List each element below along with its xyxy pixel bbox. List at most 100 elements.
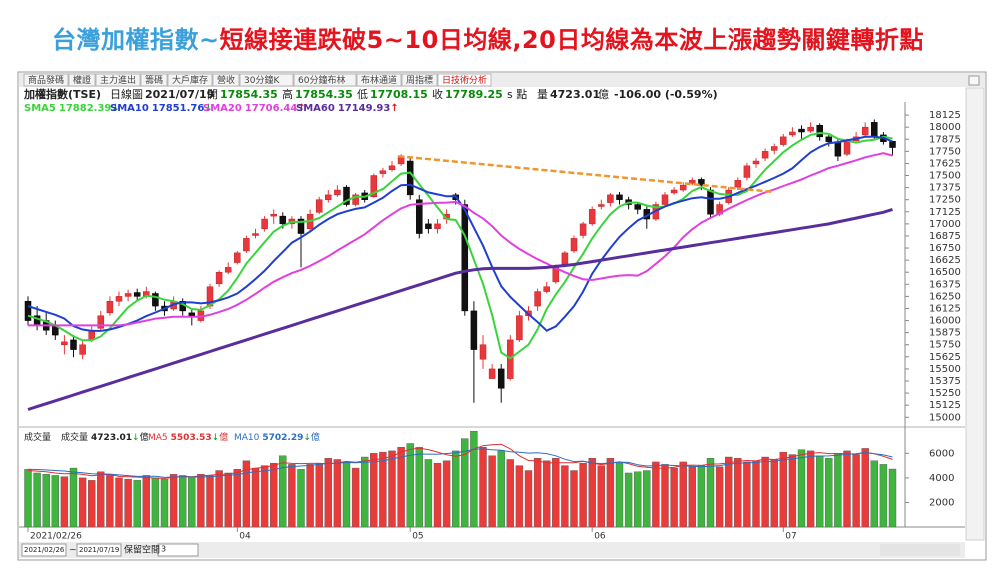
candle-body (188, 312, 196, 316)
volume-bar (51, 475, 59, 528)
y-tick-label: 17250 (929, 195, 961, 206)
date-input[interactable] (76, 543, 122, 557)
info-text: 17708.15 (370, 88, 428, 101)
tab[interactable] (401, 73, 438, 87)
volume-bar (825, 458, 833, 528)
tab[interactable] (212, 73, 240, 87)
volume-bar (288, 464, 296, 528)
volume-bar (597, 465, 605, 528)
info-text: 加權指數(TSE) (23, 87, 101, 101)
volume-bar (115, 477, 123, 528)
tab[interactable] (437, 73, 492, 87)
volume-bar (834, 453, 842, 528)
candle-body (816, 124, 823, 138)
volume-bar (333, 459, 342, 528)
y-tick-label: 17875 (929, 134, 961, 145)
y-tick-label: 15500 (929, 364, 961, 375)
volume-bar (406, 443, 414, 528)
candle-body (425, 223, 432, 229)
volume-bar (306, 464, 314, 528)
info-text: 17854.35 (295, 88, 353, 101)
y-tick-label: 17125 (929, 207, 961, 218)
volume-bar (97, 471, 105, 528)
volume-bar (270, 462, 278, 528)
candle-body (352, 194, 359, 205)
volume-bar (342, 461, 351, 528)
volume-bar (60, 476, 69, 528)
info-text: 高 (282, 87, 293, 101)
candle-body (661, 194, 669, 205)
candle-body (689, 180, 696, 184)
tab-label: 籌碼 (145, 74, 163, 86)
toolbar-icons[interactable] (880, 544, 960, 556)
candle-body (24, 300, 32, 321)
y-tick-label: 15000 (929, 412, 961, 423)
candle-body (752, 160, 760, 165)
volume-bar (524, 470, 533, 528)
y-tick-label: 16375 (929, 279, 961, 290)
volume-bar (370, 453, 378, 528)
tab[interactable] (293, 73, 357, 87)
candle-body (789, 131, 796, 136)
legend-value: 17149.93 (338, 103, 391, 114)
volume-bar (552, 458, 560, 528)
candle-body (115, 296, 123, 302)
candle-body (434, 223, 441, 229)
volume-ma-legend: MA5 5503.53↓億 (148, 431, 228, 443)
volume-bar (379, 451, 387, 528)
candle-body (679, 184, 687, 191)
candle-body (406, 160, 414, 196)
volume-bar (797, 449, 806, 528)
volume-bar (433, 462, 442, 528)
volume-bar (461, 438, 469, 528)
tab[interactable] (68, 73, 96, 87)
candle-body (516, 315, 523, 341)
tab[interactable] (23, 73, 69, 87)
legend-trend: ↑ (390, 103, 398, 114)
scrollbar[interactable] (965, 87, 985, 541)
volume-bar (615, 462, 624, 528)
tab[interactable] (95, 73, 141, 87)
volume-bar (87, 480, 96, 528)
volume-bar (42, 474, 50, 528)
volume-bar (779, 451, 787, 528)
candle-body (224, 267, 232, 273)
tab-label: 30分鐘K (244, 74, 280, 86)
candle-body (579, 223, 587, 236)
candle-body (825, 136, 833, 142)
tab[interactable] (356, 73, 402, 87)
volume-bar (142, 475, 151, 528)
volume-bar (870, 460, 878, 528)
candle-body (234, 252, 241, 263)
close-button[interactable] (968, 75, 980, 86)
tab[interactable] (167, 73, 213, 87)
x-tick-label: 07 (785, 532, 796, 542)
volume-bar (206, 475, 214, 528)
candle-body (97, 315, 105, 329)
date-input[interactable] (21, 543, 67, 557)
reserve-value: 3 (161, 545, 166, 554)
candle-body (598, 204, 605, 207)
candle-body (698, 179, 705, 186)
volume-bar (24, 469, 32, 528)
volume-ma-line (27, 448, 893, 478)
candle-body (243, 238, 250, 252)
y-tick-label: 15375 (929, 376, 961, 387)
info-text: 2021/07/19 (145, 88, 214, 101)
candle-body (124, 293, 132, 297)
info-text: 億 (598, 88, 609, 101)
candle-body (834, 141, 842, 157)
candle-body (497, 368, 505, 389)
tab[interactable] (140, 73, 168, 87)
volume-bar (470, 431, 478, 528)
legend-name: SMA5 (24, 103, 56, 114)
legend-name: SMA20 (203, 103, 242, 114)
number-input[interactable] (157, 543, 199, 557)
y-tick-label: 17750 (929, 146, 961, 157)
candle-body (488, 368, 496, 379)
x-tick-label: 2021/02/26 (30, 532, 82, 542)
volume-bar (561, 465, 569, 528)
tab[interactable] (239, 73, 294, 87)
volume-unit: 億 (140, 431, 149, 443)
legend-value: 17706.44 (245, 103, 298, 114)
